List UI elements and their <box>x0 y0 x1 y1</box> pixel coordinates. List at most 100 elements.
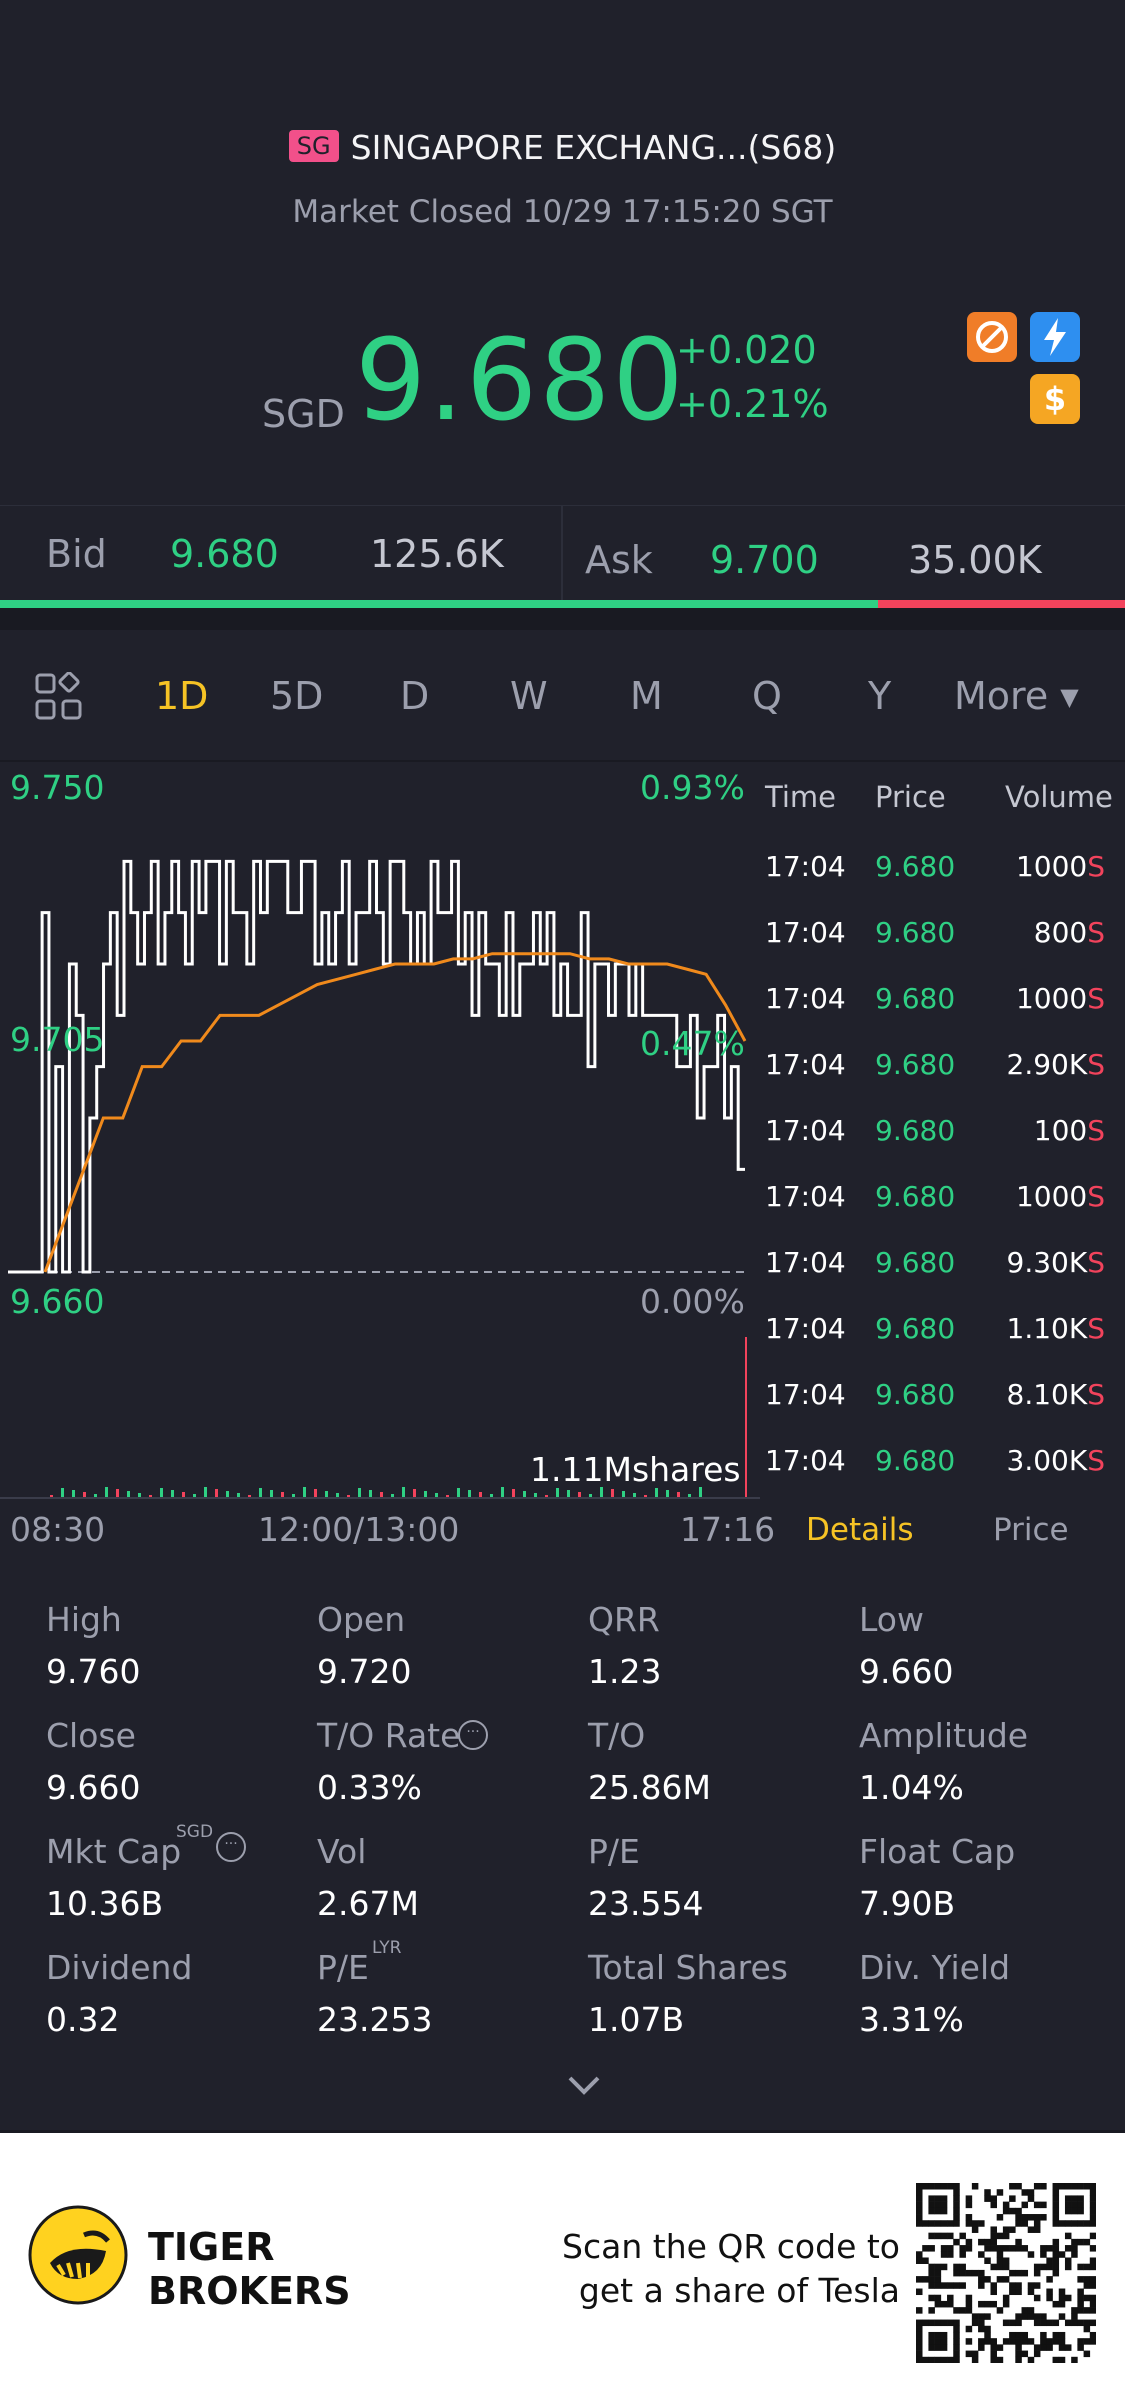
qr-module <box>1052 2245 1060 2252</box>
stat-high-label: High <box>46 1600 122 1639</box>
tick-time: 17:04 <box>765 1444 846 1477</box>
qr-module <box>990 2195 997 2202</box>
sell-side-marker: S <box>1087 1444 1105 1477</box>
qr-module <box>971 2226 979 2233</box>
volume-bar <box>633 1493 636 1497</box>
qr-module <box>1015 2356 1022 2364</box>
qr-module <box>990 2282 997 2289</box>
qr-module <box>1077 2344 1084 2351</box>
tick-volume: 1000S <box>1015 982 1105 1015</box>
tick-time: 17:04 <box>765 850 846 883</box>
ask-label: Ask <box>585 538 653 582</box>
volume-bar <box>325 1491 328 1497</box>
stat-open-label: Open <box>317 1600 406 1639</box>
to-rate-info-icon[interactable]: ··· <box>458 1720 488 1750</box>
qr-module <box>1083 2220 1091 2227</box>
volume-bar <box>204 1487 207 1497</box>
tick-volume: 800S <box>1033 916 1105 949</box>
tab-month[interactable]: M <box>630 674 663 718</box>
qr-module <box>953 2269 960 2277</box>
qr-module <box>996 2214 1004 2221</box>
qr-module <box>1077 2307 1084 2314</box>
stats-grid: High 9.760 Open 9.720 QRR 1.23 Low 9.660… <box>0 1560 1125 2130</box>
qr-module <box>940 2245 948 2252</box>
stock-title-row[interactable]: SG SINGAPORE EXCHANG...(S68) <box>0 128 1125 167</box>
tick-price: 9.680 <box>875 916 956 949</box>
qr-module <box>959 2307 966 2314</box>
qr-module <box>916 2257 923 2264</box>
qr-module <box>1083 2307 1091 2314</box>
qr-module <box>984 2313 991 2320</box>
pct-label-mid: 0.47% <box>640 1024 745 1063</box>
qr-module <box>990 2338 997 2345</box>
qr-module <box>953 2183 960 2190</box>
qr-module <box>996 2344 1004 2351</box>
tab-price[interactable]: Price <box>993 1512 1069 1548</box>
qr-module <box>1046 2319 1053 2327</box>
qr-module <box>1046 2276 1053 2283</box>
qr-module <box>1052 2189 1060 2196</box>
qr-module <box>953 2350 960 2358</box>
qr-module <box>940 2195 948 2202</box>
qr-module <box>971 2350 979 2358</box>
qr-module <box>1009 2331 1016 2339</box>
qr-module <box>928 2338 935 2345</box>
qr-module <box>953 2201 960 2209</box>
lightning-icon[interactable] <box>1030 312 1080 362</box>
qr-module <box>940 2356 948 2364</box>
volume-bar <box>611 1489 614 1497</box>
volume-bar <box>413 1489 416 1497</box>
tick-price: 9.680 <box>875 1180 956 1213</box>
qr-module <box>971 2269 979 2277</box>
volume-bar <box>490 1494 493 1497</box>
qr-module <box>1002 2338 1010 2345</box>
tab-week[interactable]: W <box>510 674 548 718</box>
qr-module <box>1052 2195 1060 2202</box>
price-change-pct: +0.21% <box>676 382 829 426</box>
stat-close-value: 9.660 <box>46 1768 141 1807</box>
stat-div-yield-label: Div. Yield <box>859 1948 1011 1987</box>
qr-module <box>940 2251 948 2258</box>
qr-module <box>934 2207 942 2215</box>
qr-module <box>1033 2282 1041 2289</box>
qr-module <box>1027 2288 1035 2296</box>
tab-1d[interactable]: 1D <box>155 674 209 718</box>
qr-module <box>922 2220 929 2227</box>
tab-year[interactable]: Y <box>868 674 892 718</box>
no-short-icon[interactable] <box>967 312 1017 362</box>
qr-module <box>916 2356 923 2364</box>
qr-module <box>1064 2207 1072 2215</box>
qr-module <box>934 2282 942 2289</box>
qr-code-icon[interactable] <box>916 2183 1097 2367</box>
mktcap-info-icon[interactable]: ··· <box>216 1832 246 1862</box>
intraday-chart[interactable]: 9.750 0.93% 9.705 0.47% 9.660 0.00% 1.11… <box>0 762 775 1549</box>
volume-bar <box>677 1492 680 1497</box>
qr-module <box>947 2220 954 2227</box>
tab-quarter[interactable]: Q <box>752 674 782 718</box>
tick-row: 17:04 9.680 1000S <box>760 850 1125 916</box>
tick-volume: 9.30KS <box>1006 1246 1106 1279</box>
chevron-down-icon[interactable] <box>562 2070 606 2104</box>
layout-grid-icon[interactable] <box>34 671 84 726</box>
volume-bar <box>237 1493 240 1497</box>
tab-details[interactable]: Details <box>806 1512 914 1548</box>
bid-ask-panel[interactable]: Bid 9.680 125.6K Ask 9.700 35.00K <box>0 505 1125 611</box>
dollar-icon[interactable]: $ <box>1030 374 1080 424</box>
qr-module <box>916 2325 923 2333</box>
qr-module <box>1083 2282 1091 2289</box>
qr-module <box>959 2251 966 2258</box>
qr-module <box>1064 2319 1072 2327</box>
volume-bar <box>666 1490 669 1497</box>
tab-day[interactable]: D <box>400 674 430 718</box>
stat-floatcap-label: Float Cap <box>859 1832 1016 1871</box>
qr-module <box>916 2195 923 2202</box>
volume-bar <box>116 1489 119 1497</box>
qr-module <box>947 2300 954 2308</box>
tab-more[interactable]: More ▼ <box>954 674 1079 718</box>
stat-dividend-value: 0.32 <box>46 2000 120 2039</box>
tab-5d[interactable]: 5D <box>270 674 324 718</box>
qr-module <box>978 2220 985 2227</box>
qr-module <box>959 2263 966 2271</box>
qr-module <box>953 2207 960 2215</box>
qr-module <box>1064 2232 1072 2240</box>
